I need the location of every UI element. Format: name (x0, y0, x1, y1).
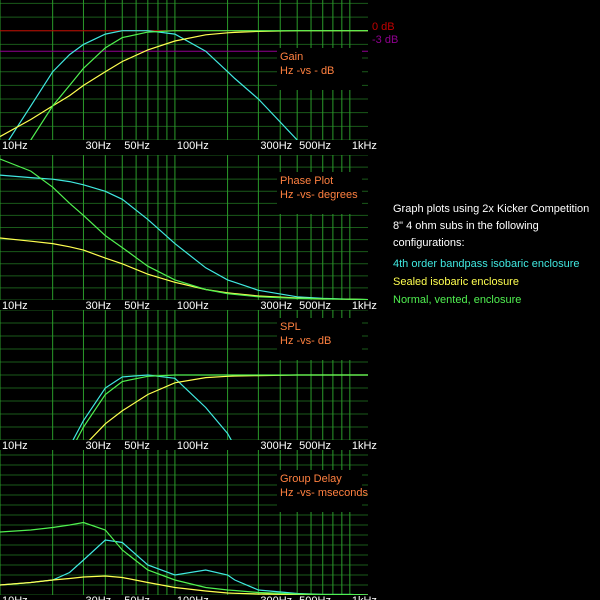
panel-title: Phase Plot (280, 175, 333, 187)
x-tick-label: 30Hz (85, 440, 111, 452)
x-tick-label: 500Hz (299, 140, 331, 152)
x-tick-label: 10Hz (2, 140, 28, 152)
title-box (277, 48, 362, 90)
title-box (277, 470, 362, 512)
x-tick-label: 1kHz (352, 595, 377, 600)
series-line (88, 374, 368, 440)
panel-subtitle: Hz -vs- dB (280, 335, 331, 347)
panel-title: Gain (280, 51, 303, 63)
x-tick-label: 300Hz (260, 595, 292, 600)
x-tick-label: 100Hz (177, 440, 209, 452)
x-tick-label: 100Hz (177, 140, 209, 152)
x-tick-label: 300Hz (260, 440, 292, 452)
title-box (277, 172, 362, 214)
x-tick-label: 300Hz (260, 300, 292, 312)
series-line (0, 174, 368, 300)
panel-subtitle: Hz -vs- degrees (280, 189, 358, 201)
x-tick-label: 1kHz (352, 300, 377, 312)
x-tick-label: 300Hz (260, 140, 292, 152)
x-tick-label: 1kHz (352, 140, 377, 152)
reference-label: -3 dB (372, 34, 398, 46)
legend-entry: Normal, vented, enclosure (393, 294, 522, 306)
series-line (72, 374, 232, 440)
series-line (0, 158, 368, 300)
series-line (8, 30, 298, 140)
x-tick-label: 100Hz (177, 300, 209, 312)
panel-title: Group Delay (280, 473, 342, 485)
legend-entry: 4th order bandpass isobaric enclosure (393, 258, 580, 270)
series-line (0, 539, 368, 595)
plot (0, 0, 368, 140)
reference-label: 0 dB (372, 21, 395, 33)
x-tick-label: 1kHz (352, 440, 377, 452)
legend-entry: Sealed isobaric enclosure (393, 276, 519, 288)
x-tick-label: 50Hz (124, 440, 150, 452)
series-line (30, 30, 368, 140)
x-tick-label: 30Hz (85, 300, 111, 312)
x-tick-label: 50Hz (124, 140, 150, 152)
x-tick-label: 50Hz (124, 595, 150, 600)
x-tick-label: 50Hz (124, 300, 150, 312)
description: Graph plots using 2x Kicker Competition … (393, 203, 590, 249)
x-tick-label: 30Hz (85, 140, 111, 152)
x-tick-label: 10Hz (2, 440, 28, 452)
panel-title: SPL (280, 321, 301, 333)
x-tick-label: 500Hz (299, 595, 331, 600)
series-line (75, 374, 368, 440)
x-tick-label: 30Hz (85, 595, 111, 600)
plot (0, 310, 368, 440)
x-tick-label: 500Hz (299, 440, 331, 452)
x-tick-label: 10Hz (2, 300, 28, 312)
x-tick-label: 10Hz (2, 595, 28, 600)
x-tick-label: 100Hz (177, 595, 209, 600)
panel-subtitle: Hz -vs- mseconds (280, 487, 369, 499)
panel-subtitle: Hz -vs - dB (280, 65, 334, 77)
title-box (277, 318, 362, 360)
series-line (0, 237, 368, 300)
series-line (0, 521, 368, 595)
x-tick-label: 500Hz (299, 300, 331, 312)
